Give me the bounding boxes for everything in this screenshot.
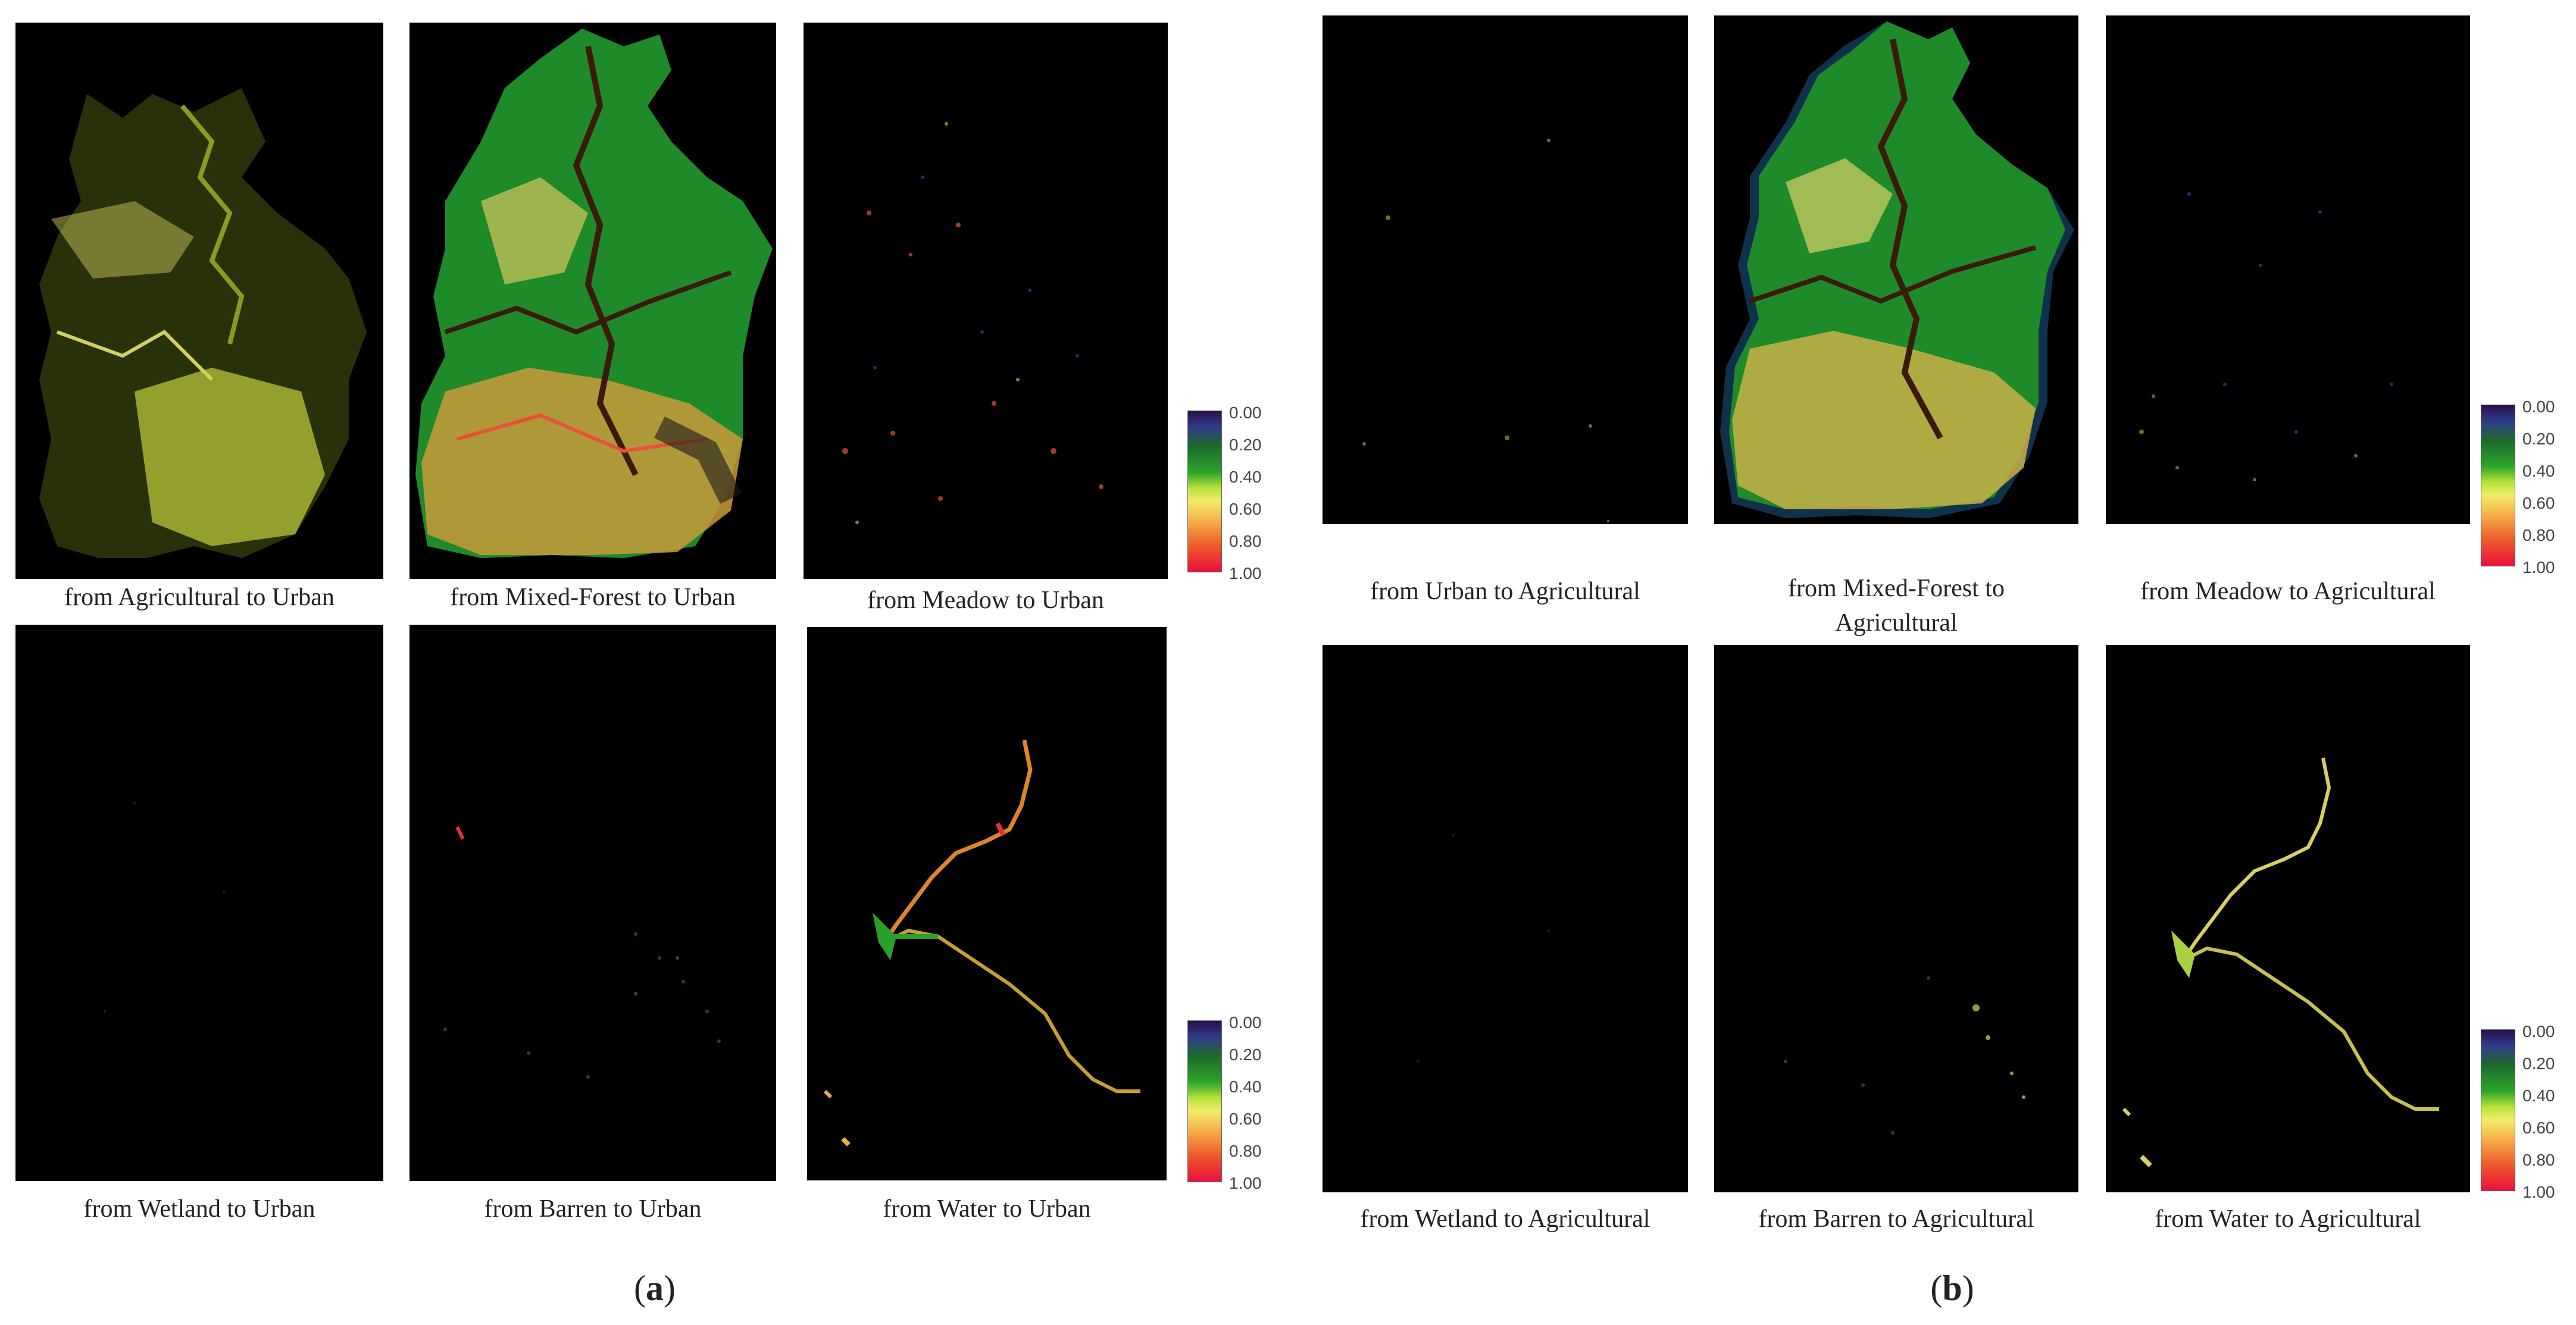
map-barren-to-urban [409, 625, 776, 1181]
caption-barren-to-agricultural: from Barren to Agricultural [1758, 1205, 2034, 1233]
caption-mixed-forest-to-urban: from Mixed-Forest to Urban [450, 584, 736, 611]
colorbar [1187, 1020, 1222, 1182]
caption-wetland-to-urban: from Wetland to Urban [83, 1195, 315, 1223]
colorbar [2481, 405, 2515, 566]
colorbar [2481, 1029, 2515, 1191]
legend-tick: 0.40 [1229, 1077, 1262, 1096]
legend-b-top: 0.00 0.20 0.40 0.60 0.80 1.00 [2481, 399, 2576, 577]
map-meadow-to-urban [804, 23, 1168, 579]
subfigure-label-b: (b) [1930, 1268, 1974, 1308]
legend-tick: 1.00 [2522, 1183, 2555, 1201]
legend-tick: 0.40 [1229, 468, 1262, 486]
map-agricultural-to-urban [15, 23, 383, 579]
legend-tick: 0.20 [2522, 1054, 2555, 1073]
legend-tick: 1.00 [1229, 564, 1262, 582]
legend-tick: 0.20 [1229, 1045, 1262, 1064]
map-barren-to-agricultural [1714, 645, 2078, 1192]
legend-tick: 0.60 [1229, 1110, 1262, 1128]
colorbar [1187, 411, 1222, 572]
map-urban-to-agricultural [1323, 15, 1688, 524]
map-mixed-forest-to-agricultural [1714, 15, 2078, 524]
caption-wetland-to-agricultural: from Wetland to Agricultural [1360, 1205, 1650, 1233]
legend-tick: 0.80 [1229, 1142, 1262, 1160]
legend-tick: 0.00 [2522, 397, 2555, 416]
legend-tick: 0.00 [1229, 403, 1262, 422]
caption-barren-to-urban: from Barren to Urban [484, 1195, 702, 1223]
legend-tick: 0.60 [2522, 494, 2555, 512]
map-water-to-agricultural [2106, 645, 2470, 1192]
map-meadow-to-agricultural [2106, 15, 2470, 524]
map-wetland-to-urban [15, 625, 383, 1181]
caption-water-to-agricultural: from Water to Agricultural [2155, 1205, 2421, 1233]
legend-tick: 0.40 [2522, 462, 2555, 480]
caption-mixed-forest-to-agricultural: from Mixed-Forest to Agricultural [1788, 575, 2005, 637]
map-wetland-to-agricultural [1323, 645, 1688, 1192]
legend-b-bottom: 0.00 0.20 0.40 0.60 0.80 1.00 [2481, 1023, 2576, 1202]
legend-a-top: 0.00 0.20 0.40 0.60 0.80 1.00 [1187, 405, 1306, 583]
caption-meadow-to-urban: from Meadow to Urban [867, 587, 1104, 614]
caption-water-to-urban: from Water to Urban [883, 1195, 1091, 1223]
legend-tick: 0.80 [2522, 526, 2555, 544]
legend-tick: 0.00 [1229, 1013, 1262, 1032]
legend-tick: 0.80 [1229, 532, 1262, 550]
caption-meadow-to-agricultural: from Meadow to Agricultural [2140, 578, 2436, 605]
map-water-to-urban [807, 627, 1167, 1180]
legend-a-bottom: 0.00 0.20 0.40 0.60 0.80 1.00 [1187, 1014, 1306, 1193]
caption-urban-to-agricultural: from Urban to Agricultural [1370, 578, 1640, 605]
legend-tick: 0.00 [2522, 1022, 2555, 1041]
legend-tick: 0.20 [1229, 436, 1262, 454]
caption-agricultural-to-urban: from Agricultural to Urban [64, 584, 334, 611]
legend-tick: 0.60 [2522, 1119, 2555, 1137]
legend-tick: 0.20 [2522, 430, 2555, 448]
subfigure-label-a: (a) [634, 1268, 676, 1308]
legend-tick: 0.40 [2522, 1086, 2555, 1105]
legend-tick: 0.60 [1229, 500, 1262, 518]
legend-tick: 1.00 [1229, 1174, 1262, 1192]
legend-tick: 0.80 [2522, 1151, 2555, 1169]
map-mixed-forest-to-urban [409, 23, 776, 579]
legend-tick: 1.00 [2522, 558, 2555, 577]
